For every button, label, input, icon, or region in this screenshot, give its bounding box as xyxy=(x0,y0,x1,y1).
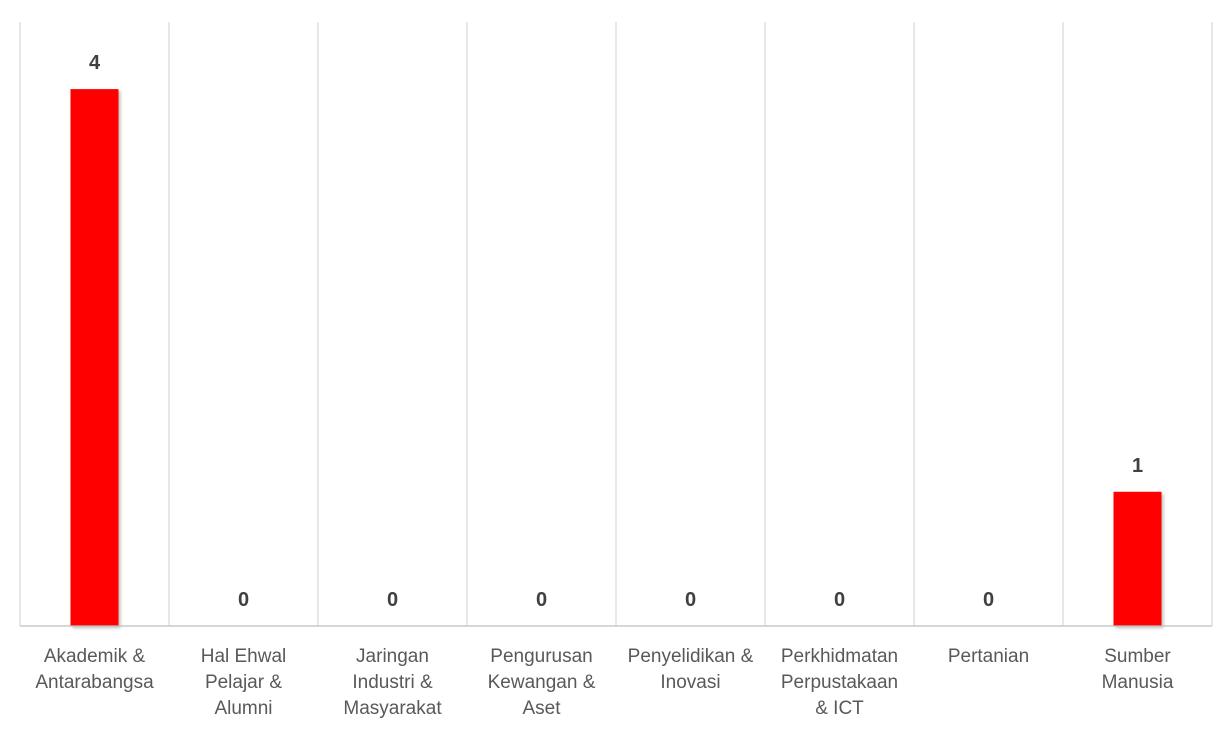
data-label: 0 xyxy=(834,589,845,611)
tick-label: Hal Ehwal Pelajar & Alumni xyxy=(201,646,287,719)
tick-label: Pertanian xyxy=(948,646,1029,667)
data-label: 0 xyxy=(536,589,547,611)
data-label: 0 xyxy=(983,589,994,611)
bar xyxy=(1113,491,1162,626)
bar xyxy=(70,89,119,627)
tick-label: Pengurusan Kewangan & Aset xyxy=(488,646,596,719)
tick-label: Penyelidikan & Inovasi xyxy=(628,646,754,693)
tick-label: Sumber Manusia xyxy=(1102,646,1174,693)
tick-label: Perkhidmatan Perpustakaan & ICT xyxy=(781,646,898,719)
gridlines xyxy=(19,22,1213,626)
data-label: 0 xyxy=(238,589,249,611)
tick-label: Akademik & Antarabangsa xyxy=(35,646,154,693)
data-labels: 4 0 0 0 0 0 0 1 xyxy=(89,52,1143,611)
data-label: 0 xyxy=(685,589,696,611)
data-label: 4 xyxy=(89,52,101,74)
bars xyxy=(70,89,1162,627)
data-label: 1 xyxy=(1132,455,1143,477)
category-labels: Akademik & Antarabangsa Hal Ehwal Pelajar &… xyxy=(35,646,1173,719)
tick-label: Jaringan Industri & Masyarakat xyxy=(343,646,442,719)
data-label: 0 xyxy=(387,589,398,611)
